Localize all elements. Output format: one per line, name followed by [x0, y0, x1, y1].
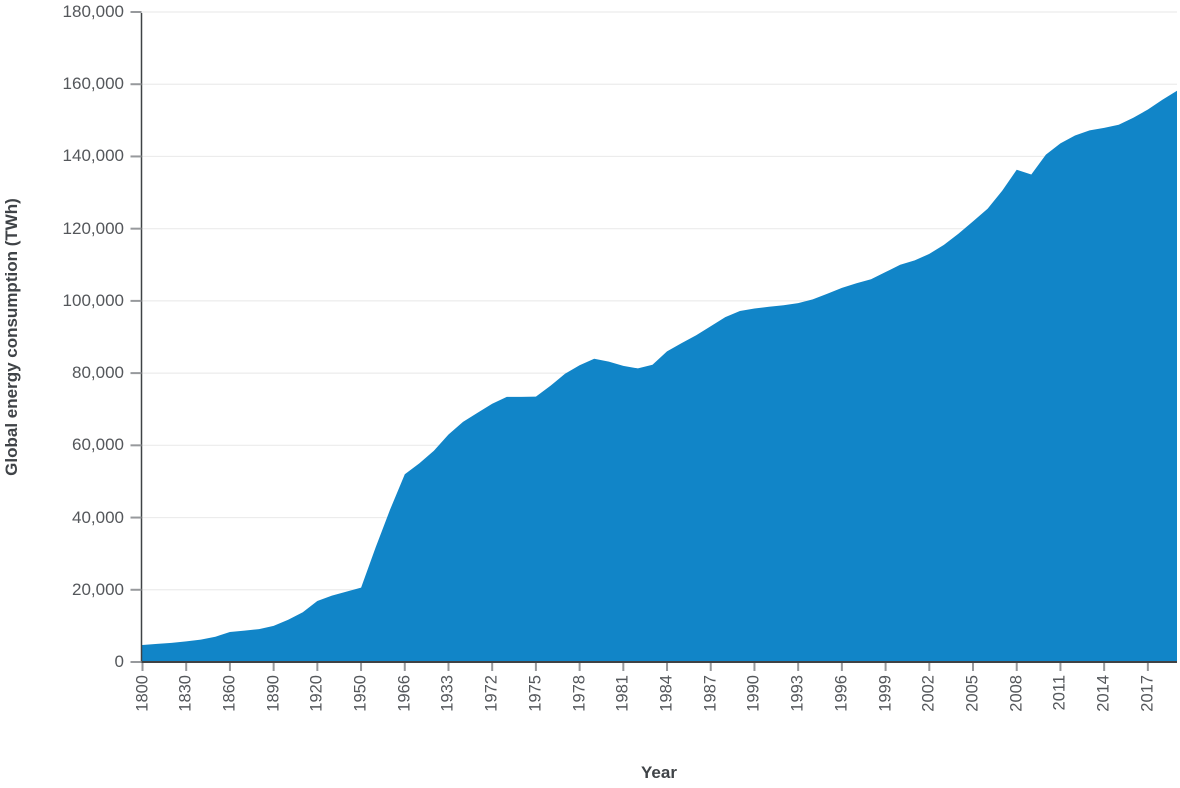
x-axis-title: Year	[641, 763, 677, 782]
x-tick-label: 1981	[613, 675, 632, 712]
y-tick-label: 0	[114, 652, 124, 671]
x-tick-label: 1975	[526, 675, 545, 712]
y-tick-label: 140,000	[62, 146, 124, 166]
x-tick-label: 1800	[133, 675, 151, 712]
x-tick-label: 1978	[570, 675, 589, 712]
x-tick-label: 2002	[919, 675, 938, 712]
x-tick-label: 1860	[220, 675, 239, 712]
tick-marks	[130, 11, 1149, 671]
x-tick-label: 1999	[876, 675, 895, 712]
x-tick-label: 2008	[1007, 675, 1026, 712]
y-axis-title: Global energy consumption (TWh)	[2, 198, 21, 476]
x-tick-label: 1830	[176, 675, 195, 712]
x-tick-label: 1950	[351, 675, 370, 712]
y-tick-label: 160,000	[62, 74, 124, 94]
y-tick-label: 20,000	[72, 579, 124, 599]
x-tick-label: 2005	[963, 675, 982, 712]
axis-lines	[138, 13, 1177, 663]
x-tick-label: 2011	[1050, 675, 1069, 711]
x-tick-label: 2017	[1138, 675, 1157, 712]
x-tick-label: 1966	[395, 675, 414, 712]
y-tick-label: 180,000	[62, 2, 124, 21]
y-tick-label: 40,000	[72, 507, 124, 527]
y-tick-label: 80,000	[72, 363, 124, 383]
x-tick-label: 2014	[1094, 675, 1113, 712]
x-tick-label: 1993	[788, 675, 807, 712]
y-tick-label: 120,000	[62, 218, 124, 238]
x-tick-label: 1984	[657, 675, 676, 712]
x-tick-label: 1933	[438, 675, 457, 712]
x-tick-label: 1990	[744, 675, 763, 712]
x-tick-label: 1987	[701, 675, 720, 712]
area-series-energy	[141, 90, 1177, 662]
x-tick-label: 1890	[264, 675, 283, 712]
gridlines	[141, 11, 1177, 591]
x-tick-label: 1920	[307, 675, 326, 712]
y-tick-label: 60,000	[72, 435, 124, 455]
y-tick-label: 100,000	[62, 290, 124, 310]
x-tick-label: 1972	[482, 675, 501, 712]
x-tick-label: 1996	[832, 675, 851, 712]
